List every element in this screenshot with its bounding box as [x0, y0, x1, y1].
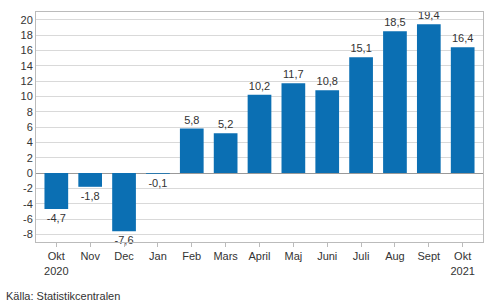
svg-text:Okt2021: Okt2021 — [450, 250, 474, 276]
svg-text:Okt2020: Okt2020 — [44, 250, 68, 276]
svg-text:Juli: Juli — [353, 250, 370, 262]
svg-text:Juni: Juni — [317, 250, 337, 262]
svg-text:15,1: 15,1 — [350, 42, 371, 54]
svg-text:-1,8: -1,8 — [81, 190, 100, 202]
svg-text:Källa: Statistikcentralen: Källa: Statistikcentralen — [6, 290, 120, 302]
svg-text:Jan: Jan — [149, 250, 167, 262]
svg-text:12: 12 — [21, 75, 33, 87]
svg-text:-8: -8 — [23, 228, 33, 240]
svg-text:16,4: 16,4 — [452, 32, 473, 44]
svg-text:10,2: 10,2 — [249, 80, 270, 92]
svg-text:5,2: 5,2 — [218, 118, 233, 130]
svg-text:11,7: 11,7 — [283, 68, 304, 80]
svg-text:19,4: 19,4 — [418, 9, 439, 21]
svg-text:0: 0 — [27, 167, 33, 179]
svg-text:16: 16 — [21, 44, 33, 56]
svg-text:6: 6 — [27, 121, 33, 133]
svg-text:8: 8 — [27, 106, 33, 118]
svg-text:Maj: Maj — [284, 250, 302, 262]
svg-text:-4: -4 — [23, 198, 33, 210]
svg-text:Dec: Dec — [114, 250, 134, 262]
svg-text:Aug: Aug — [385, 250, 405, 262]
svg-text:Feb: Feb — [182, 250, 201, 262]
svg-text:Nov: Nov — [80, 250, 100, 262]
svg-text:-6: -6 — [23, 213, 33, 225]
svg-text:10: 10 — [21, 90, 33, 102]
svg-text:5,8: 5,8 — [184, 114, 199, 126]
svg-text:-7,6: -7,6 — [115, 234, 134, 246]
svg-text:April: April — [248, 250, 270, 262]
svg-text:2: 2 — [27, 152, 33, 164]
svg-text:18,5: 18,5 — [384, 16, 405, 28]
svg-text:14: 14 — [21, 60, 33, 72]
svg-text:-4,7: -4,7 — [47, 212, 66, 224]
svg-text:-2: -2 — [23, 182, 33, 194]
svg-text:Mars: Mars — [213, 250, 238, 262]
svg-text:10,8: 10,8 — [317, 75, 338, 87]
svg-text:-0,1: -0,1 — [148, 177, 167, 189]
svg-text:18: 18 — [21, 29, 33, 41]
svg-text:20: 20 — [21, 14, 33, 26]
svg-text:4: 4 — [27, 136, 33, 148]
svg-text:Sept: Sept — [417, 250, 440, 262]
